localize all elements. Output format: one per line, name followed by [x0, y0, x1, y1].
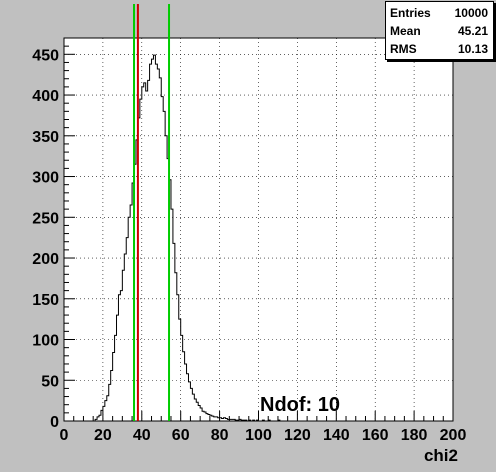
histogram-series	[64, 54, 453, 422]
stats-key: Entries	[390, 6, 431, 20]
stats-row-mean: Mean 45.21	[390, 23, 488, 41]
x-axis-label: chi2	[424, 446, 458, 465]
x-axis: 0 20 40 60 80 100 120 140 160 180 200	[60, 411, 467, 444]
stats-row-rms: RMS 10.13	[390, 41, 488, 59]
x-tick-label: 100	[245, 427, 272, 444]
y-tick-label: 400	[32, 88, 59, 105]
marker-lines	[133, 4, 171, 421]
x-tick-label: 60	[172, 427, 190, 444]
stats-key: RMS	[390, 42, 417, 56]
x-tick-label: 0	[60, 427, 69, 444]
histogram-outline	[64, 54, 453, 422]
x-tick-label: 40	[133, 427, 151, 444]
y-tick-label: 350	[32, 129, 59, 146]
grid-lines	[64, 38, 453, 421]
stats-value: 10000	[454, 6, 488, 20]
x-tick-label: 20	[94, 427, 112, 444]
y-tick-label: 200	[32, 251, 59, 268]
y-tick-label: 0	[50, 414, 59, 431]
y-tick-label: 450	[32, 47, 59, 64]
stats-value: 10.13	[457, 42, 488, 56]
y-axis: 0 50 100 150 200 250 300 350 400 450	[32, 37, 75, 431]
y-tick-label: 250	[32, 210, 59, 227]
y-tick-label: 100	[32, 333, 59, 350]
plot-frame	[63, 37, 454, 422]
x-tick-label: 120	[284, 427, 311, 444]
y-tick-label: 50	[41, 373, 59, 390]
stats-value: 45.21	[457, 24, 488, 38]
stats-box: Entries 10000 Mean 45.21 RMS 10.13	[385, 1, 494, 60]
y-tick-label: 300	[32, 170, 59, 187]
x-tick-label: 200	[440, 427, 467, 444]
y-tick-label: 150	[32, 292, 59, 309]
x-tick-label: 180	[401, 427, 428, 444]
x-tick-label: 140	[323, 427, 350, 444]
stats-key: Mean	[390, 24, 421, 38]
x-tick-label: 80	[211, 427, 229, 444]
stats-row-entries: Entries 10000	[390, 5, 488, 23]
x-tick-label: 160	[362, 427, 389, 444]
ndof-annotation: Ndof: 10	[260, 394, 340, 416]
